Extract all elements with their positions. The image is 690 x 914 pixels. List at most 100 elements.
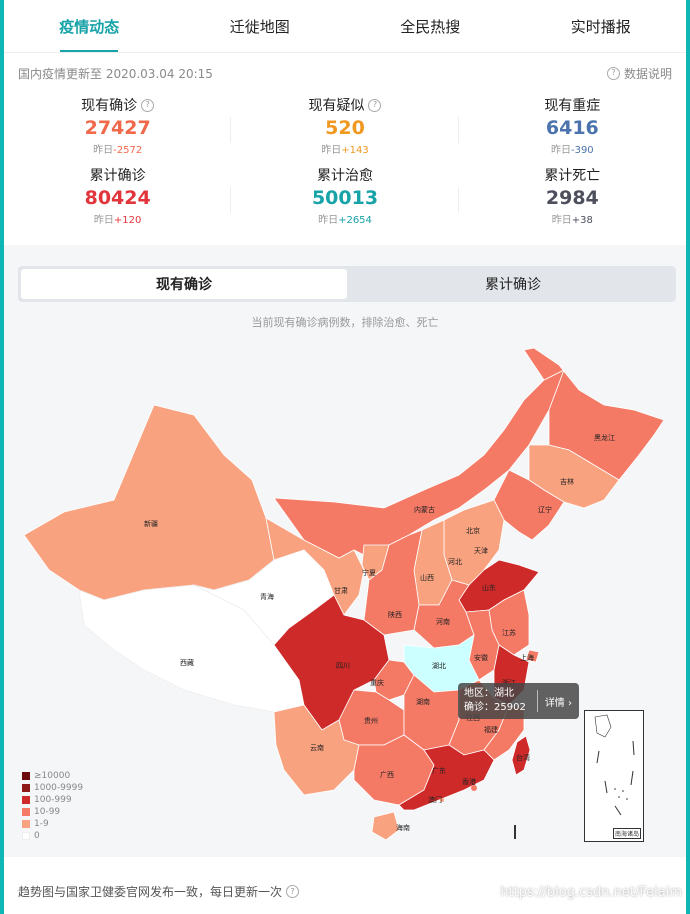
app-window: 疫情动态 迁徙地图 全民热搜 实时播报 国内疫情更新至 2020.03.04 2… xyxy=(4,0,686,914)
stat-delta: 昨日-390 xyxy=(550,145,594,156)
label-ningxia: 宁夏 xyxy=(362,568,376,577)
question-icon[interactable]: ? xyxy=(141,98,155,112)
top-tabs: 疫情动态 迁徙地图 全民热搜 实时播报 xyxy=(4,0,686,53)
label-shanxi: 山西 xyxy=(420,573,434,582)
label-hubei: 湖北 xyxy=(432,661,446,670)
label-gansu: 甘肃 xyxy=(334,586,348,595)
stat-label: 现有确诊 xyxy=(81,98,138,114)
trend-note: 趋势图与国家卫健委官网发布一致，每日更新一次 ? xyxy=(18,883,300,900)
legend-item: 100-999 xyxy=(22,794,83,806)
footer: 趋势图与国家卫健委官网发布一致，每日更新一次 ? https://blog.cs… xyxy=(4,857,686,914)
label-jilin: 吉林 xyxy=(560,477,574,486)
label-qinghai: 青海 xyxy=(260,592,274,601)
legend-item: 0 xyxy=(22,830,83,842)
region-taiwan[interactable] xyxy=(511,735,531,776)
inset-islands xyxy=(594,714,635,816)
region-heilongjiang[interactable] xyxy=(523,347,665,481)
legend-swatch xyxy=(22,820,30,828)
legend-swatch xyxy=(22,784,30,792)
stat-total-confirmed: 累计确诊 80424 昨日+120 xyxy=(4,165,232,235)
stat-delta: 昨日-2572 xyxy=(93,145,143,156)
label-beijing: 北京 xyxy=(466,526,480,535)
stat-current-suspected: 现有疑似? 520 昨日+143 xyxy=(231,95,459,165)
label-guangdong: 广东 xyxy=(432,766,446,775)
question-icon[interactable]: ? xyxy=(286,885,300,898)
label-heilongjiang: 黑龙江 xyxy=(594,433,615,442)
label-guizhou: 贵州 xyxy=(364,716,378,725)
toggle-total-confirmed[interactable]: 累计确诊 xyxy=(485,277,541,293)
map-tooltip: 地区：湖北 确诊：25902 详情 › xyxy=(458,683,579,719)
tooltip-divider xyxy=(536,690,538,712)
legend-swatch xyxy=(22,808,30,816)
south-sea-dash xyxy=(514,825,516,839)
label-tianjin: 天津 xyxy=(474,547,488,555)
label-zhejiang: 浙江 xyxy=(502,678,516,687)
stat-label: 累计确诊 xyxy=(89,168,146,184)
label-hebei: 河北 xyxy=(448,558,462,566)
region-hainan[interactable] xyxy=(371,811,400,841)
toggle-current-confirmed[interactable]: 现有确诊 xyxy=(21,269,347,299)
region-guangdong[interactable] xyxy=(398,744,495,811)
tooltip-region: 地区：湖北 xyxy=(464,688,514,699)
legend-swatch xyxy=(22,772,30,780)
stat-value: 50013 xyxy=(311,187,379,209)
tooltip-confirmed: 确诊：25902 xyxy=(464,702,526,713)
tab-live-feed[interactable]: 实时播报 xyxy=(570,17,631,36)
label-guangxi: 广西 xyxy=(380,770,394,779)
label-shaanxi: 陕西 xyxy=(388,610,402,619)
label-taiwan: 台湾 xyxy=(516,753,530,762)
map-mode-toggle: 现有确诊 累计确诊 xyxy=(18,266,676,302)
label-fujian: 福建 xyxy=(484,725,498,734)
label-tibet: 西藏 xyxy=(180,658,194,667)
label-sichuan: 四川 xyxy=(336,662,350,670)
stat-label: 累计治愈 xyxy=(316,168,373,184)
tab-epidemic-news[interactable]: 疫情动态 xyxy=(4,0,175,52)
legend-item: ≥10000 xyxy=(22,770,83,782)
label-hainan: 海南 xyxy=(396,823,410,832)
stat-value: 27427 xyxy=(84,117,151,139)
label-shanghai: 上海 xyxy=(520,653,534,662)
stat-delta: 昨日+143 xyxy=(321,145,369,156)
label-xinjiang: 新疆 xyxy=(144,519,158,528)
question-icon[interactable]: ? xyxy=(368,98,382,112)
region-shanghai[interactable] xyxy=(525,649,540,663)
stat-total-deaths: 累计死亡 2984 昨日+38 xyxy=(459,165,686,235)
label-henan: 河南 xyxy=(436,617,450,626)
stat-value: 6416 xyxy=(545,117,599,139)
inset-label: 南海诸岛 xyxy=(612,828,641,839)
stat-value: 520 xyxy=(325,117,365,139)
watermark: https://blog.csdn.net/Felaim xyxy=(500,885,682,900)
label-shandong: 山东 xyxy=(482,583,496,592)
tab-hot-search[interactable]: 全民热搜 xyxy=(400,17,461,36)
stat-delta: 昨日+120 xyxy=(93,215,142,226)
map-legend: ≥10000 1000-9999 100-999 10-99 1-9 0 xyxy=(22,770,83,842)
region-macau[interactable] xyxy=(440,798,444,802)
south-china-sea-inset: 南海诸岛 xyxy=(584,710,644,842)
stat-current-confirmed: 现有确诊? 27427 昨日-2572 xyxy=(4,95,232,165)
label-chongqing: 重庆 xyxy=(370,678,384,687)
update-time: 国内疫情更新至 2020.03.04 20:15 xyxy=(18,66,213,81)
map-caption: 当前现有确诊病例数，排除治愈、死亡 xyxy=(251,316,439,329)
stat-current-severe: 现有重症 6416 昨日-390 xyxy=(459,95,686,165)
legend-item: 10-99 xyxy=(22,806,83,818)
stat-value: 2984 xyxy=(545,187,599,209)
legend-swatch xyxy=(22,832,30,840)
update-row: 国内疫情更新至 2020.03.04 20:15 ? 数据说明 xyxy=(4,53,686,93)
data-help-link[interactable]: ? 数据说明 xyxy=(606,65,672,82)
question-icon: ? xyxy=(606,66,620,80)
stat-label: 累计死亡 xyxy=(544,168,601,184)
label-liaoning: 辽宁 xyxy=(538,505,552,514)
label-anhui: 安徽 xyxy=(474,653,488,662)
summary-card: 疫情动态 迁徙地图 全民热搜 实时播报 国内疫情更新至 2020.03.04 2… xyxy=(4,0,686,245)
chevron-right-icon: › xyxy=(568,697,572,709)
label-hongkong: 香港 xyxy=(462,777,476,786)
label-yunnan: 云南 xyxy=(310,743,324,752)
tooltip-detail-button[interactable]: 详情 › xyxy=(544,697,572,709)
stat-delta: 昨日+2654 xyxy=(318,215,372,226)
tab-migration-map[interactable]: 迁徙地图 xyxy=(229,17,290,36)
stat-delta: 昨日+38 xyxy=(551,215,593,226)
region-xinjiang[interactable] xyxy=(23,404,275,601)
label-jiangsu: 江苏 xyxy=(502,628,516,637)
region-hongkong[interactable] xyxy=(471,785,477,791)
label-inner-mongolia: 内蒙古 xyxy=(414,505,435,514)
